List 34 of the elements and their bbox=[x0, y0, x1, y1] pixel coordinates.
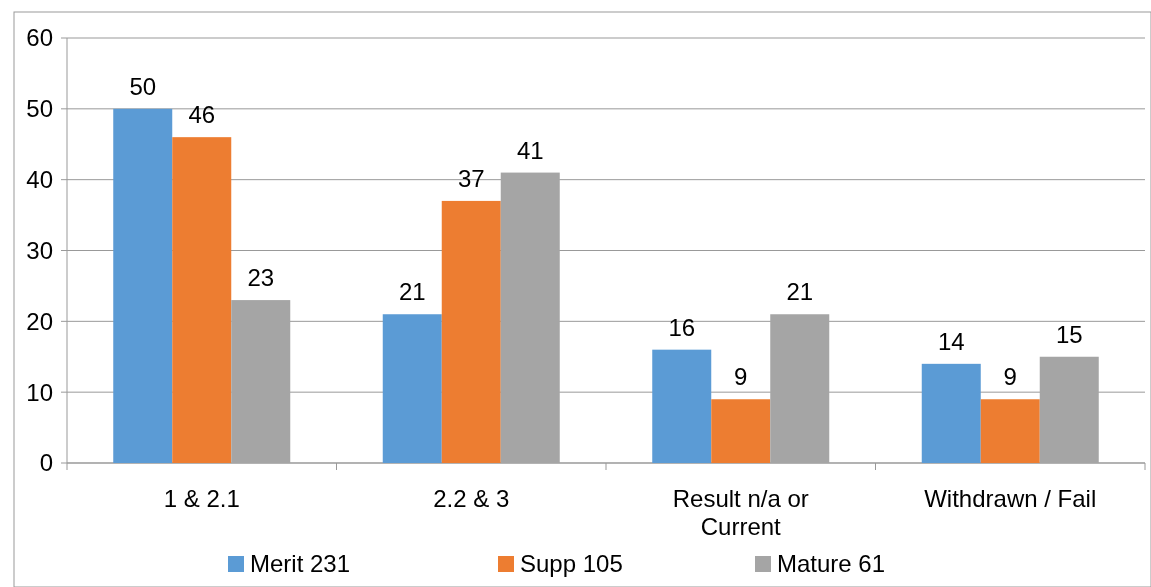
bar bbox=[980, 399, 1040, 463]
legend-label: Mature 61 bbox=[777, 550, 886, 578]
data-label: 23 bbox=[247, 264, 275, 292]
legend-label: Merit 231 bbox=[250, 550, 351, 578]
data-label: 46 bbox=[188, 101, 216, 129]
data-label: 14 bbox=[937, 327, 965, 355]
data-label: 37 bbox=[457, 164, 485, 192]
x-tick-label: Withdrawn / Fail bbox=[924, 485, 1097, 512]
bar bbox=[113, 108, 173, 463]
y-tick-label: 60 bbox=[26, 24, 53, 52]
legend-label: Supp 105 bbox=[520, 550, 623, 578]
y-tick-label: 40 bbox=[26, 166, 53, 194]
bar bbox=[711, 399, 771, 463]
y-tick-label: 10 bbox=[26, 378, 53, 406]
data-label: 41 bbox=[516, 136, 544, 164]
bar bbox=[441, 200, 501, 463]
y-tick-label: 20 bbox=[26, 307, 53, 335]
data-label: 50 bbox=[129, 72, 157, 100]
data-label: 21 bbox=[398, 278, 426, 306]
x-tick-label: 1 & 2.1 bbox=[163, 485, 240, 512]
data-label: 21 bbox=[786, 278, 814, 306]
x-tick-label: Result n/a or Current bbox=[672, 485, 809, 540]
bar bbox=[652, 349, 712, 463]
data-label: 9 bbox=[1003, 363, 1017, 391]
bar bbox=[172, 137, 232, 463]
y-tick-label: 0 bbox=[39, 449, 53, 477]
data-label: 15 bbox=[1055, 320, 1083, 348]
data-label: 9 bbox=[734, 363, 748, 391]
bar bbox=[382, 314, 442, 463]
y-tick-label: 50 bbox=[26, 95, 53, 123]
y-tick-label: 30 bbox=[26, 236, 53, 264]
data-label: 16 bbox=[668, 313, 696, 341]
bar bbox=[921, 363, 981, 463]
x-tick-label: 2.2 & 3 bbox=[433, 485, 510, 512]
